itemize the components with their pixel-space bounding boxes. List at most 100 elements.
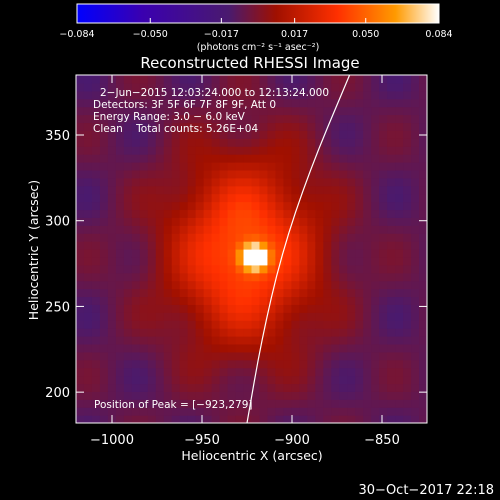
heatmap-cell	[323, 391, 332, 400]
heatmap-cell	[347, 138, 356, 147]
heatmap-cell	[371, 375, 380, 385]
heatmap-cell	[195, 336, 205, 345]
heatmap-cell	[267, 90, 277, 100]
heatmap-cell	[379, 82, 388, 92]
heatmap-cell	[403, 193, 412, 203]
heatmap-cell	[171, 209, 181, 218]
heatmap-cell	[179, 146, 189, 155]
heatmap-cell	[411, 375, 420, 385]
heatmap-cell	[419, 375, 427, 385]
heatmap-cell	[203, 209, 213, 218]
heatmap-cell	[227, 106, 237, 116]
heatmap-cell	[76, 225, 85, 234]
heatmap-cell	[283, 177, 292, 187]
heatmap-cell	[163, 375, 173, 385]
heatmap-cell	[379, 193, 388, 203]
heatmap-cell	[403, 114, 412, 124]
heatmap-cell	[323, 90, 332, 100]
heatmap-cell	[259, 391, 269, 400]
heatmap-cell	[299, 272, 308, 282]
heatmap-cell	[315, 336, 324, 345]
heatmap-cell	[179, 193, 189, 203]
heatmap-cell	[131, 122, 141, 131]
heatmap-cell	[347, 201, 356, 211]
heatmap-cell	[203, 264, 213, 274]
heatmap-cell	[251, 383, 261, 392]
heatmap-cell	[339, 383, 348, 392]
heatmap-cell	[307, 312, 316, 321]
heatmap-cell	[179, 106, 189, 116]
heatmap-cell	[371, 256, 380, 266]
heatmap-cell	[283, 328, 292, 337]
heatmap-cell	[155, 264, 165, 274]
heatmap-cell	[99, 288, 109, 298]
heatmap-cell	[187, 225, 197, 234]
heatmap-cell	[283, 209, 292, 218]
heatmap-cell	[76, 351, 85, 361]
annotation-time-range: 2−Jun−2015 12:03:24.000 to 12:13:24.000	[100, 87, 329, 99]
heatmap-cell	[83, 264, 93, 274]
heatmap-cell	[419, 193, 427, 203]
heatmap-cell	[83, 407, 93, 416]
colorbar-ticks: −0.084 −0.050 −0.017 0.017 0.050 0.084	[59, 18, 453, 40]
heatmap-cell	[187, 217, 197, 226]
heatmap-cell	[99, 130, 109, 139]
heatmap-cell	[347, 296, 356, 305]
heatmap-cell	[331, 241, 340, 250]
heatmap-cell	[76, 233, 85, 242]
heatmap-cell	[211, 383, 221, 392]
heatmap-cell	[107, 162, 117, 171]
heatmap-cell	[243, 138, 253, 147]
heatmap-cell	[251, 359, 261, 369]
heatmap-cell	[323, 114, 332, 124]
heatmap-cell	[323, 106, 332, 116]
heatmap-cell	[163, 82, 173, 92]
heatmap-cell	[83, 249, 93, 258]
heatmap-cell	[259, 185, 269, 195]
heatmap-cell	[211, 217, 221, 226]
heatmap-cell	[419, 177, 427, 187]
heatmap-cell	[235, 162, 245, 171]
heatmap-cell	[235, 407, 245, 416]
heatmap-cell	[395, 375, 404, 385]
heatmap-cell	[299, 391, 308, 400]
heatmap-cell	[147, 336, 157, 345]
heatmap-cell	[91, 399, 101, 408]
heatmap-cell	[371, 383, 380, 392]
heatmap-cell	[267, 75, 277, 84]
heatmap-cell	[243, 367, 253, 377]
colorbar-tick-label: −0.084	[59, 29, 94, 40]
heatmap-cell	[235, 75, 245, 84]
heatmap-cell	[307, 233, 316, 242]
heatmap-cell	[107, 288, 117, 298]
heatmap-cell	[211, 90, 221, 100]
heatmap-cell	[187, 106, 197, 116]
heatmap-cell	[275, 359, 285, 369]
heatmap-cell	[76, 106, 85, 116]
heatmap-cell	[219, 217, 229, 226]
heatmap-cell	[83, 343, 93, 353]
heatmap-cell	[235, 320, 245, 329]
heatmap-cell	[179, 122, 189, 131]
heatmap-cell	[187, 328, 197, 337]
heatmap-cell	[115, 75, 125, 84]
heatmap-cell	[355, 359, 364, 369]
heatmap-cell	[123, 90, 133, 100]
heatmap-cell	[195, 82, 205, 92]
heatmap-cell	[107, 146, 117, 155]
heatmap-cell	[339, 415, 348, 423]
heatmap-cell	[379, 98, 388, 108]
heatmap-cell	[315, 130, 324, 139]
heatmap-cell	[139, 320, 149, 329]
heatmap-cell	[283, 106, 292, 116]
heatmap-cell	[123, 256, 133, 266]
heatmap-cell	[147, 114, 157, 124]
heatmap-cell	[299, 312, 308, 321]
heatmap-cell	[83, 328, 93, 337]
heatmap-cell	[139, 146, 149, 155]
heatmap-cell	[123, 154, 133, 163]
heatmap-cell	[187, 162, 197, 171]
heatmap-cell	[395, 264, 404, 274]
heatmap-cell	[147, 106, 157, 116]
heatmap-cell	[83, 146, 93, 155]
